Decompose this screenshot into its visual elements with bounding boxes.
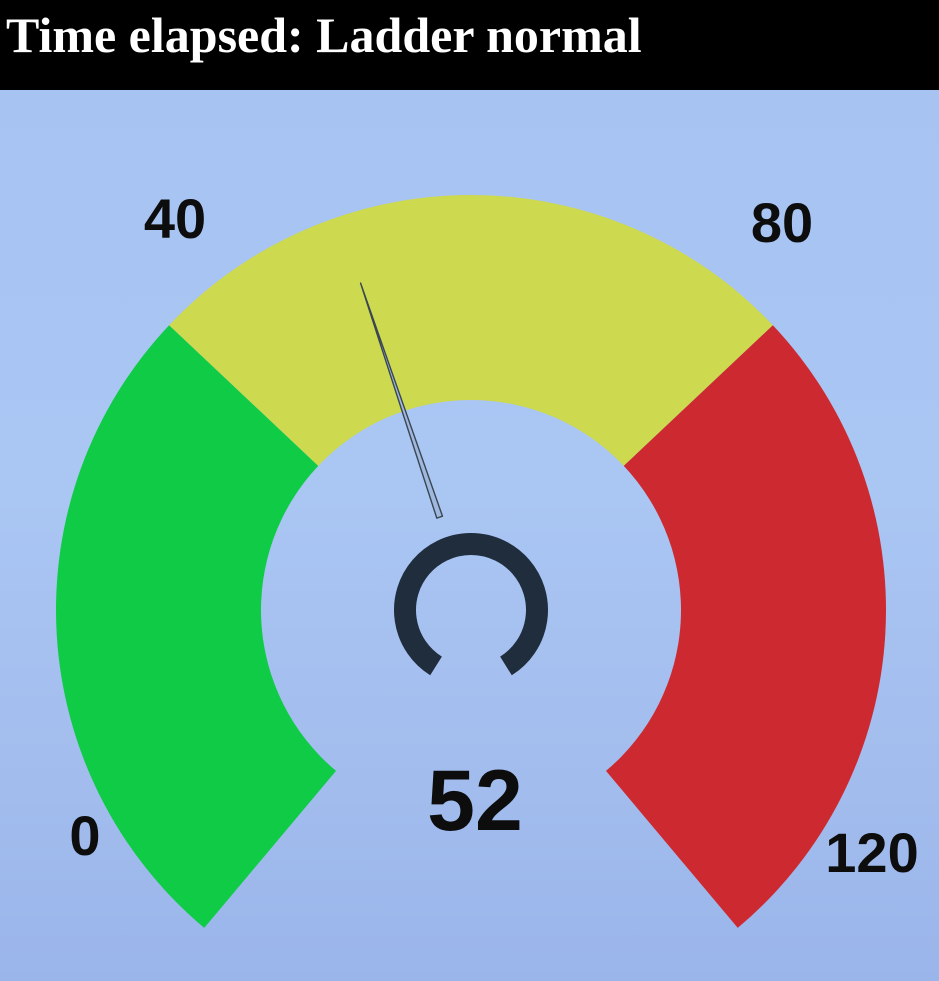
gauge-band-3 — [605, 325, 886, 928]
tick-label-80: 80 — [751, 191, 813, 254]
page-title: Time elapsed: Ladder normal — [6, 7, 642, 63]
gauge-value-label: 52 — [427, 753, 523, 849]
gauge-chart: 0 40 80 120 52 — [56, 187, 919, 928]
gauge-bands — [56, 195, 886, 928]
gauge-hub — [394, 533, 548, 676]
tick-label-40: 40 — [144, 187, 206, 250]
gauge-needle — [359, 282, 444, 519]
tick-label-0: 0 — [69, 804, 100, 867]
gauge-band-2 — [169, 195, 773, 466]
gauge-labels: 0 40 80 120 52 — [69, 187, 918, 884]
title-bar: Time elapsed: Ladder normal — [0, 0, 939, 90]
gauge-panel: 0 40 80 120 52 — [0, 90, 939, 981]
gauge-needle-group — [359, 282, 548, 676]
gauge-band-1 — [56, 325, 337, 928]
tick-label-120: 120 — [825, 821, 918, 884]
